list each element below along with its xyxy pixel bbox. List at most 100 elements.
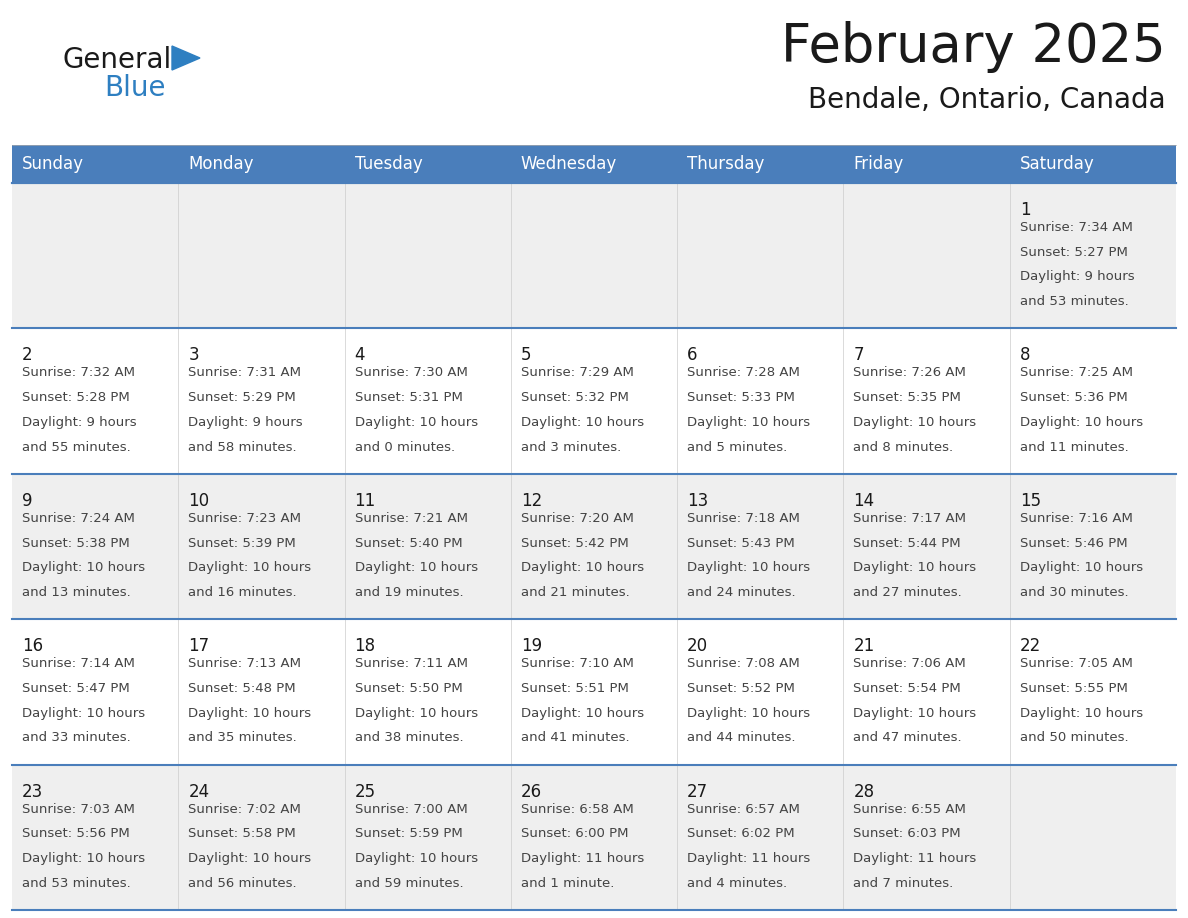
Text: and 3 minutes.: and 3 minutes. [520, 441, 621, 453]
Text: Daylight: 10 hours: Daylight: 10 hours [520, 416, 644, 429]
Text: Sunset: 5:52 PM: Sunset: 5:52 PM [687, 682, 795, 695]
Text: Sunrise: 7:11 AM: Sunrise: 7:11 AM [354, 657, 468, 670]
Text: Daylight: 10 hours: Daylight: 10 hours [1019, 561, 1143, 575]
Text: 13: 13 [687, 492, 708, 509]
Text: Sunrise: 7:13 AM: Sunrise: 7:13 AM [188, 657, 302, 670]
Text: and 11 minutes.: and 11 minutes. [1019, 441, 1129, 453]
Text: Daylight: 10 hours: Daylight: 10 hours [23, 561, 145, 575]
Text: Sunset: 6:03 PM: Sunset: 6:03 PM [853, 827, 961, 840]
Text: Sunset: 5:31 PM: Sunset: 5:31 PM [354, 391, 462, 404]
Text: Daylight: 10 hours: Daylight: 10 hours [188, 852, 311, 865]
Text: Sunset: 5:36 PM: Sunset: 5:36 PM [1019, 391, 1127, 404]
Text: Daylight: 10 hours: Daylight: 10 hours [853, 707, 977, 720]
Text: Sunrise: 7:32 AM: Sunrise: 7:32 AM [23, 366, 135, 379]
Text: and 47 minutes.: and 47 minutes. [853, 732, 962, 744]
Text: 28: 28 [853, 783, 874, 800]
Text: Sunrise: 6:57 AM: Sunrise: 6:57 AM [687, 802, 800, 815]
Text: 4: 4 [354, 346, 365, 364]
Text: Sunset: 5:43 PM: Sunset: 5:43 PM [687, 536, 795, 550]
Text: and 38 minutes.: and 38 minutes. [354, 732, 463, 744]
Text: Daylight: 10 hours: Daylight: 10 hours [354, 707, 478, 720]
Text: Sunrise: 7:25 AM: Sunrise: 7:25 AM [1019, 366, 1132, 379]
Text: 5: 5 [520, 346, 531, 364]
Text: 14: 14 [853, 492, 874, 509]
Bar [12, 329, 1176, 474]
Bar [12, 183, 1176, 329]
Text: Sunrise: 7:17 AM: Sunrise: 7:17 AM [853, 512, 966, 525]
Text: Sunrise: 7:16 AM: Sunrise: 7:16 AM [1019, 512, 1132, 525]
Text: 1: 1 [1019, 201, 1030, 219]
Text: Thursday: Thursday [687, 155, 765, 173]
Text: Sunrise: 7:21 AM: Sunrise: 7:21 AM [354, 512, 468, 525]
Text: Sunrise: 7:34 AM: Sunrise: 7:34 AM [1019, 221, 1132, 234]
Text: 7: 7 [853, 346, 864, 364]
Text: Sunset: 5:47 PM: Sunset: 5:47 PM [23, 682, 129, 695]
Text: Sunrise: 7:03 AM: Sunrise: 7:03 AM [23, 802, 135, 815]
Text: Sunset: 5:38 PM: Sunset: 5:38 PM [23, 536, 129, 550]
Text: and 33 minutes.: and 33 minutes. [23, 732, 131, 744]
Text: 11: 11 [354, 492, 375, 509]
Text: Sunrise: 6:58 AM: Sunrise: 6:58 AM [520, 802, 633, 815]
Text: Daylight: 10 hours: Daylight: 10 hours [354, 416, 478, 429]
Text: and 59 minutes.: and 59 minutes. [354, 877, 463, 890]
Text: Sunrise: 7:05 AM: Sunrise: 7:05 AM [1019, 657, 1132, 670]
Text: Wednesday: Wednesday [520, 155, 617, 173]
Text: and 24 minutes.: and 24 minutes. [687, 586, 796, 599]
Text: Daylight: 10 hours: Daylight: 10 hours [188, 561, 311, 575]
Text: Bendale, Ontario, Canada: Bendale, Ontario, Canada [808, 86, 1165, 114]
Text: and 5 minutes.: and 5 minutes. [687, 441, 788, 453]
Text: and 41 minutes.: and 41 minutes. [520, 732, 630, 744]
Bar [12, 474, 1176, 620]
Text: Daylight: 10 hours: Daylight: 10 hours [23, 707, 145, 720]
Text: 3: 3 [188, 346, 198, 364]
Text: Daylight: 10 hours: Daylight: 10 hours [520, 561, 644, 575]
Text: 10: 10 [188, 492, 209, 509]
Text: Sunset: 5:35 PM: Sunset: 5:35 PM [853, 391, 961, 404]
Text: Sunrise: 7:08 AM: Sunrise: 7:08 AM [687, 657, 800, 670]
Text: Sunset: 6:00 PM: Sunset: 6:00 PM [520, 827, 628, 840]
Text: 16: 16 [23, 637, 43, 655]
Text: 22: 22 [1019, 637, 1041, 655]
Text: 15: 15 [1019, 492, 1041, 509]
Text: Sunset: 5:28 PM: Sunset: 5:28 PM [23, 391, 129, 404]
Text: 2: 2 [23, 346, 32, 364]
Text: and 27 minutes.: and 27 minutes. [853, 586, 962, 599]
Text: and 1 minute.: and 1 minute. [520, 877, 614, 890]
Text: and 8 minutes.: and 8 minutes. [853, 441, 954, 453]
Text: Daylight: 10 hours: Daylight: 10 hours [354, 852, 478, 865]
Text: 21: 21 [853, 637, 874, 655]
Text: and 30 minutes.: and 30 minutes. [1019, 586, 1129, 599]
Text: 20: 20 [687, 637, 708, 655]
Text: and 50 minutes.: and 50 minutes. [1019, 732, 1129, 744]
Bar [12, 620, 1176, 765]
Text: Daylight: 11 hours: Daylight: 11 hours [853, 852, 977, 865]
Text: Daylight: 11 hours: Daylight: 11 hours [687, 852, 810, 865]
Text: Sunrise: 7:10 AM: Sunrise: 7:10 AM [520, 657, 633, 670]
Text: Sunset: 5:33 PM: Sunset: 5:33 PM [687, 391, 795, 404]
Text: Saturday: Saturday [1019, 155, 1094, 173]
Text: 18: 18 [354, 637, 375, 655]
Text: Sunset: 5:48 PM: Sunset: 5:48 PM [188, 682, 296, 695]
Text: Daylight: 10 hours: Daylight: 10 hours [188, 707, 311, 720]
Text: Daylight: 10 hours: Daylight: 10 hours [520, 707, 644, 720]
Text: and 58 minutes.: and 58 minutes. [188, 441, 297, 453]
Text: Sunrise: 7:26 AM: Sunrise: 7:26 AM [853, 366, 966, 379]
Text: Daylight: 10 hours: Daylight: 10 hours [853, 416, 977, 429]
Text: Sunrise: 7:02 AM: Sunrise: 7:02 AM [188, 802, 302, 815]
Text: 17: 17 [188, 637, 209, 655]
Text: 27: 27 [687, 783, 708, 800]
Text: Daylight: 10 hours: Daylight: 10 hours [1019, 707, 1143, 720]
Text: and 53 minutes.: and 53 minutes. [23, 877, 131, 890]
Text: February 2025: February 2025 [782, 21, 1165, 73]
Text: Sunset: 5:56 PM: Sunset: 5:56 PM [23, 827, 129, 840]
Text: Sunset: 5:58 PM: Sunset: 5:58 PM [188, 827, 296, 840]
Text: 26: 26 [520, 783, 542, 800]
Text: Sunrise: 7:00 AM: Sunrise: 7:00 AM [354, 802, 467, 815]
Text: Sunday: Sunday [23, 155, 84, 173]
Text: and 56 minutes.: and 56 minutes. [188, 877, 297, 890]
Text: 8: 8 [1019, 346, 1030, 364]
Text: Tuesday: Tuesday [354, 155, 422, 173]
Bar [12, 765, 1176, 910]
Text: Sunrise: 7:14 AM: Sunrise: 7:14 AM [23, 657, 135, 670]
Text: Daylight: 10 hours: Daylight: 10 hours [354, 561, 478, 575]
